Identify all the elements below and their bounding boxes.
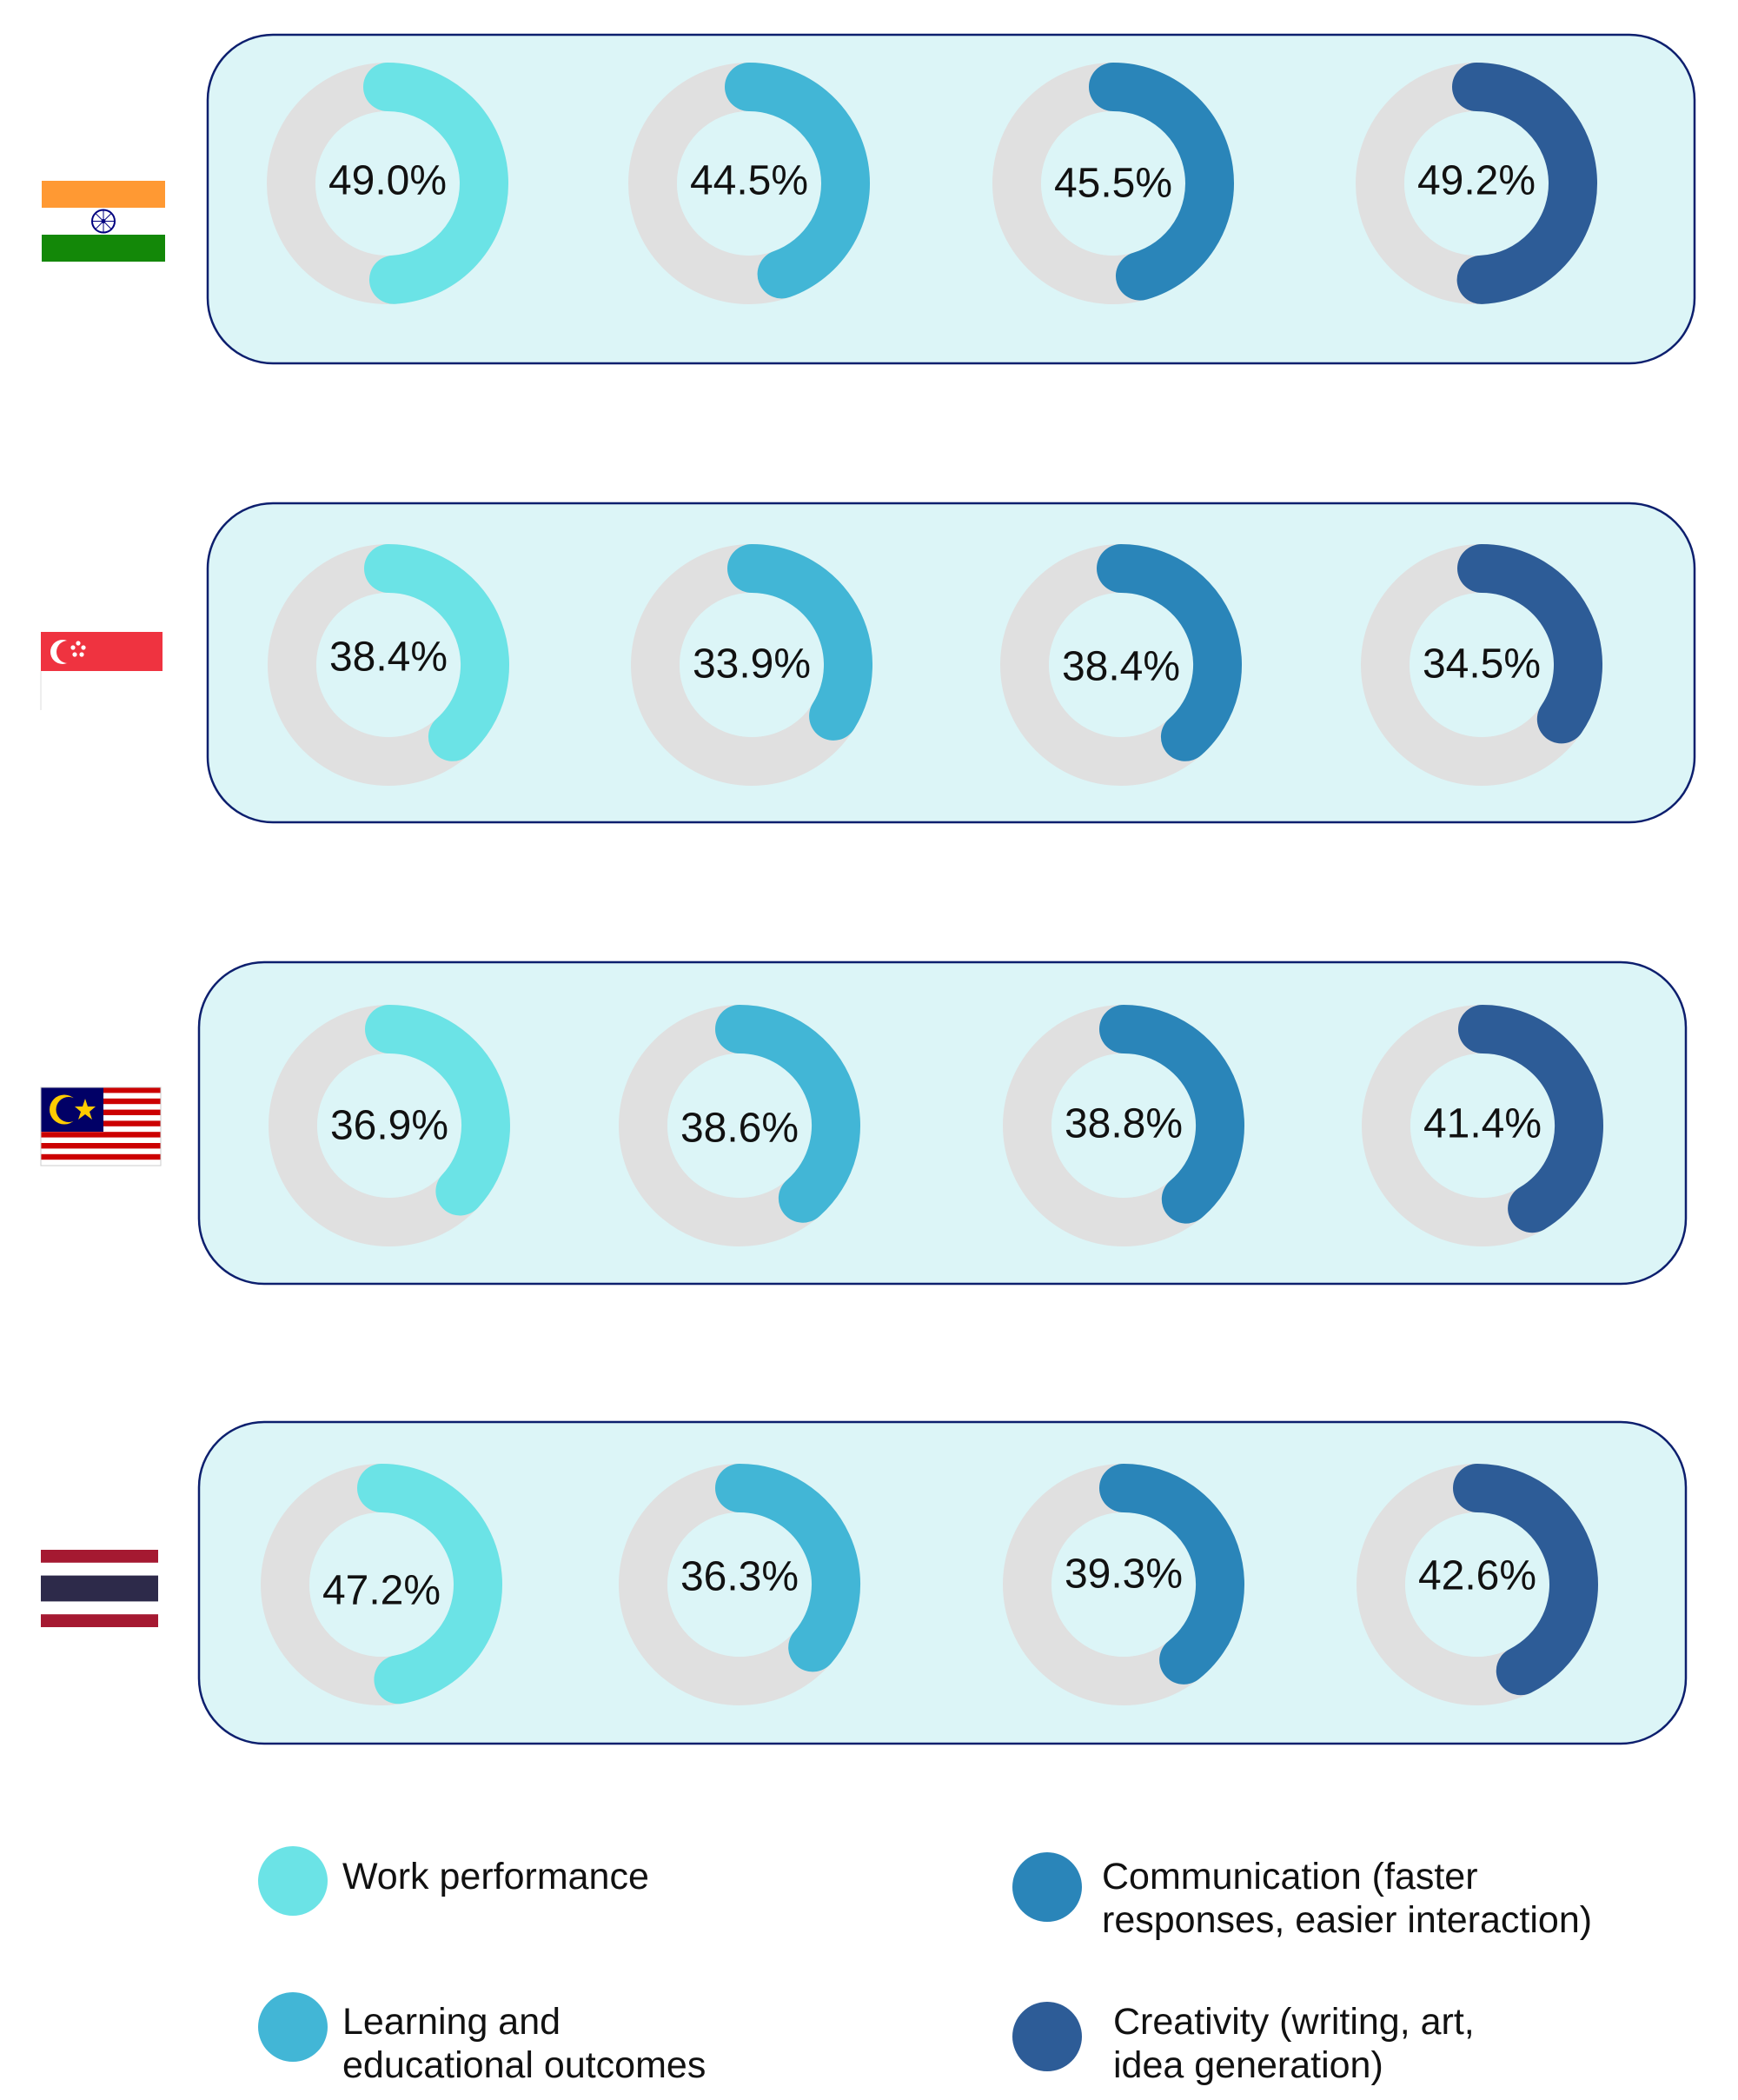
legend-label: Creativity (writing, art, bbox=[1113, 2001, 1475, 2043]
singapore-flag-icon bbox=[40, 632, 163, 710]
donut-hole bbox=[1405, 1512, 1549, 1657]
donut-value-label: 38.6% bbox=[680, 1106, 799, 1152]
donut-arc bbox=[1089, 63, 1234, 301]
donut-row-singapore: 38.4% 33.9% 38.4% 34.5% bbox=[268, 544, 1602, 786]
donut-arc bbox=[363, 63, 508, 304]
donut-arc bbox=[1097, 544, 1242, 761]
donut-arc bbox=[357, 1464, 503, 1705]
india-flag-icon bbox=[42, 181, 165, 262]
donut-arc bbox=[1099, 1005, 1244, 1224]
donut-value-label: 44.5% bbox=[690, 158, 808, 204]
donut-value-label: 33.9% bbox=[693, 641, 811, 688]
donut-value-label: 36.9% bbox=[330, 1103, 448, 1149]
legend-label: educational outcomes bbox=[342, 2044, 706, 2086]
donut-value-label: 49.0% bbox=[328, 158, 447, 204]
legend-swatch bbox=[258, 1992, 328, 2062]
donut-arc bbox=[1452, 63, 1597, 304]
donut-value-label: 45.5% bbox=[1054, 161, 1172, 207]
donut-arc bbox=[715, 1464, 860, 1672]
legend-label: Learning and bbox=[342, 2001, 561, 2043]
donut-hole bbox=[1051, 1512, 1196, 1657]
donut-hole bbox=[315, 111, 460, 256]
legend-item: Work performance bbox=[258, 1846, 649, 1916]
donut-hole bbox=[667, 1512, 812, 1657]
donut-row-malaysia: 36.9% 38.6% 38.8% 41.4% bbox=[269, 1005, 1603, 1246]
donut-arc bbox=[727, 544, 872, 741]
donut-hole bbox=[667, 1053, 812, 1198]
donut-grid: 49.0% 44.5% 45.5% 49.2% 38.4% 33.9% 38.4% 34.5%… bbox=[261, 63, 1603, 1705]
donut-value-label: 38.8% bbox=[1065, 1101, 1183, 1147]
panel-thailand bbox=[197, 1420, 1688, 1745]
panel-malaysia bbox=[197, 960, 1688, 1286]
legend-label: responses, easier interaction) bbox=[1102, 1899, 1592, 1941]
donut-value-label: 47.2% bbox=[322, 1568, 441, 1614]
legend-label: Work performance bbox=[342, 1856, 649, 1897]
panel-india bbox=[206, 33, 1696, 365]
donut-hole bbox=[316, 593, 461, 737]
legend-label: idea generation) bbox=[1113, 2044, 1383, 2086]
donut-arc bbox=[1458, 1005, 1603, 1233]
donut-hole bbox=[680, 593, 824, 737]
donut-arc bbox=[1457, 544, 1602, 744]
malaysia-flag-icon bbox=[40, 1087, 162, 1166]
donut-value-label: 34.5% bbox=[1423, 641, 1541, 688]
donut-hole bbox=[1404, 111, 1549, 256]
thailand-flag-icon bbox=[41, 1550, 158, 1627]
donut-hole bbox=[1410, 1053, 1555, 1198]
donut-arc bbox=[715, 1005, 860, 1223]
legend-item: Creativity (writing, art,idea generation… bbox=[1012, 2001, 1475, 2086]
legend-swatch bbox=[258, 1846, 328, 1916]
donut-arc bbox=[1099, 1464, 1244, 1685]
donut-row-thailand: 47.2% 36.3% 39.3% 42.6% bbox=[261, 1464, 1598, 1705]
donut-value-label: 49.2% bbox=[1417, 158, 1536, 204]
donut-value-label: 41.4% bbox=[1423, 1101, 1542, 1147]
donut-hole bbox=[1051, 1053, 1196, 1198]
donut-hole bbox=[309, 1512, 454, 1657]
donut-arc bbox=[365, 1005, 510, 1216]
donut-arc bbox=[364, 544, 509, 761]
legend-label: Communication (faster bbox=[1102, 1856, 1478, 1897]
donut-value-label: 38.4% bbox=[329, 635, 448, 681]
donut-hole bbox=[1410, 593, 1554, 737]
donut-value-label: 39.3% bbox=[1065, 1552, 1183, 1598]
donut-hole bbox=[1041, 111, 1185, 256]
panels bbox=[197, 33, 1696, 1745]
donut-hole bbox=[1049, 593, 1193, 737]
donut-value-label: 36.3% bbox=[680, 1554, 799, 1600]
panel-singapore bbox=[206, 502, 1696, 824]
donut-hole bbox=[317, 1053, 461, 1198]
legend-swatch bbox=[1012, 1852, 1082, 1922]
donut-arc bbox=[725, 63, 870, 299]
legend: Work performance Communication (fasterres… bbox=[258, 1846, 1592, 2086]
donut-arc bbox=[1453, 1464, 1598, 1696]
legend-swatch bbox=[1012, 2002, 1082, 2071]
donut-value-label: 38.4% bbox=[1062, 644, 1180, 690]
donut-value-label: 42.6% bbox=[1418, 1553, 1536, 1599]
donut-row-india: 49.0% 44.5% 45.5% 49.2% bbox=[267, 63, 1597, 304]
donut-hole bbox=[677, 111, 821, 256]
